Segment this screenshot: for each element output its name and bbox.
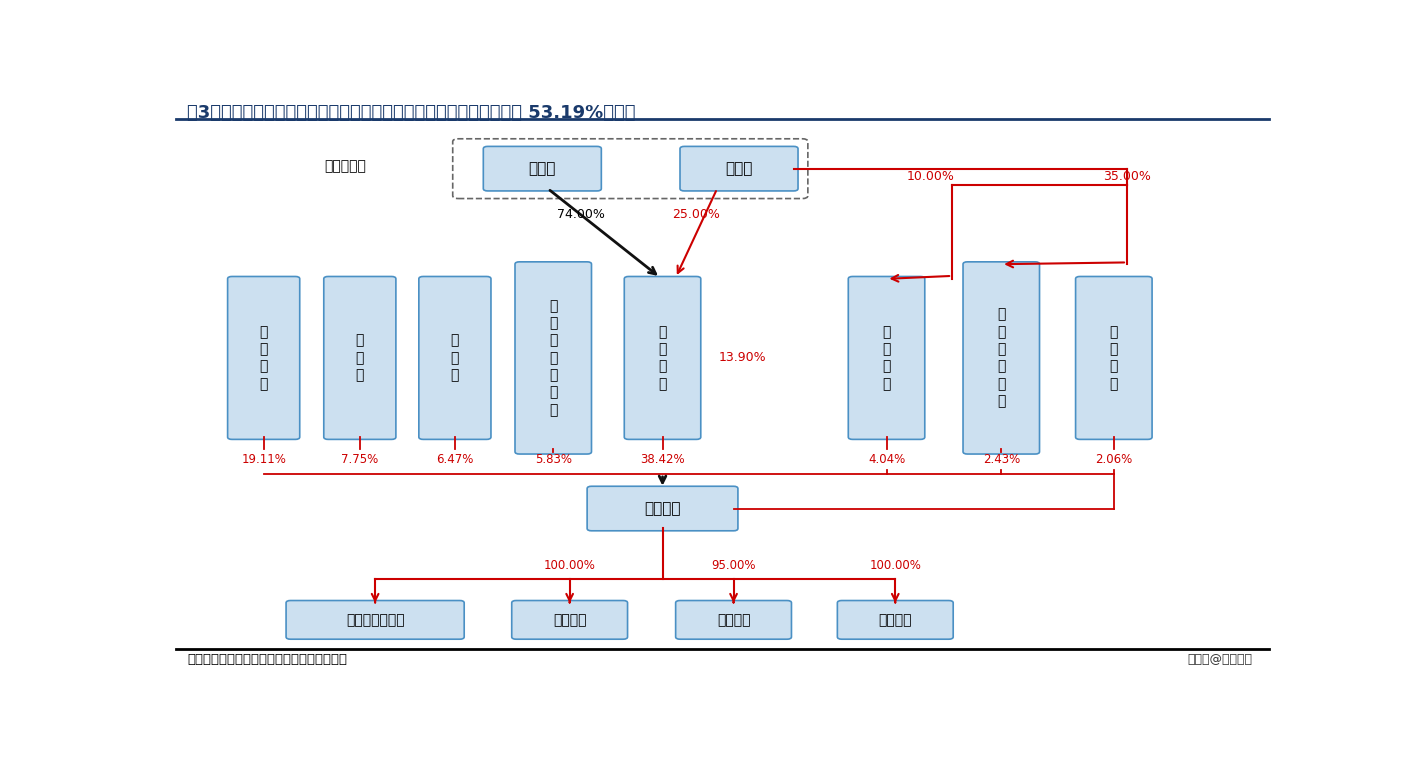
FancyBboxPatch shape bbox=[1076, 276, 1152, 439]
FancyBboxPatch shape bbox=[515, 262, 591, 454]
Text: 重庆科德: 重庆科德 bbox=[716, 613, 750, 627]
Text: 大
连
万
众
国
强: 大 连 万 众 国 强 bbox=[997, 307, 1005, 408]
FancyBboxPatch shape bbox=[849, 276, 925, 439]
Text: 重庆宏德: 重庆宏德 bbox=[553, 613, 587, 627]
Text: 10.00%: 10.00% bbox=[907, 170, 955, 183]
Text: 35.00%: 35.00% bbox=[1103, 170, 1151, 183]
Text: 于德海: 于德海 bbox=[529, 161, 556, 176]
Text: 13.90%: 13.90% bbox=[719, 352, 766, 365]
Text: 数据来源：公司招股说明书，东吴证券研究所: 数据来源：公司招股说明书，东吴证券研究所 bbox=[188, 653, 347, 666]
Text: 38.42%: 38.42% bbox=[640, 453, 685, 466]
FancyBboxPatch shape bbox=[675, 600, 791, 639]
Text: 实际控制人: 实际控制人 bbox=[324, 159, 367, 174]
FancyBboxPatch shape bbox=[625, 276, 701, 439]
FancyBboxPatch shape bbox=[512, 600, 627, 639]
Text: 7.75%: 7.75% bbox=[341, 453, 378, 466]
FancyBboxPatch shape bbox=[419, 276, 491, 439]
Text: 95.00%: 95.00% bbox=[711, 559, 756, 572]
FancyBboxPatch shape bbox=[587, 486, 737, 531]
Text: 国
投
基
金: 国 投 基 金 bbox=[259, 325, 268, 391]
FancyBboxPatch shape bbox=[838, 600, 953, 639]
Text: 图3：截至发行前，公司前两大股东于德海先生与于本宏先生合计持有 53.19%的股份: 图3：截至发行前，公司前两大股东于德海先生与于本宏先生合计持有 53.19%的股… bbox=[188, 104, 636, 123]
FancyBboxPatch shape bbox=[963, 262, 1039, 454]
Text: 科德沈阳分公司: 科德沈阳分公司 bbox=[345, 613, 405, 627]
Text: 大
连
亚
肯: 大 连 亚 肯 bbox=[883, 325, 891, 391]
Text: 谷
景
霖: 谷 景 霖 bbox=[451, 333, 460, 382]
Text: 尼
丰
咨
询: 尼 丰 咨 询 bbox=[1110, 325, 1118, 391]
Text: 2.06%: 2.06% bbox=[1096, 453, 1132, 466]
Text: 100.00%: 100.00% bbox=[870, 559, 921, 572]
Text: 19.11%: 19.11% bbox=[241, 453, 286, 466]
FancyBboxPatch shape bbox=[484, 146, 601, 191]
Text: 其
他
自
然
人
股
东: 其 他 自 然 人 股 东 bbox=[548, 299, 557, 417]
Text: 25.00%: 25.00% bbox=[673, 208, 721, 221]
Text: 6.47%: 6.47% bbox=[436, 453, 474, 466]
FancyBboxPatch shape bbox=[680, 146, 798, 191]
Text: 5.83%: 5.83% bbox=[534, 453, 571, 466]
Text: 科德数控: 科德数控 bbox=[644, 501, 681, 516]
Text: 陕西科德: 陕西科德 bbox=[878, 613, 912, 627]
Text: 一头条@远瞻智库: 一头条@远瞻智库 bbox=[1187, 653, 1252, 666]
Text: 100.00%: 100.00% bbox=[544, 559, 595, 572]
Text: 于本宏: 于本宏 bbox=[725, 161, 753, 176]
Text: 光
洋
科
技: 光 洋 科 技 bbox=[658, 325, 667, 391]
Text: 宋
梦
璐: 宋 梦 璐 bbox=[355, 333, 364, 382]
Text: 2.43%: 2.43% bbox=[983, 453, 1019, 466]
FancyBboxPatch shape bbox=[286, 600, 464, 639]
Text: 4.04%: 4.04% bbox=[869, 453, 905, 466]
FancyBboxPatch shape bbox=[324, 276, 396, 439]
FancyBboxPatch shape bbox=[227, 276, 300, 439]
Text: 74.00%: 74.00% bbox=[557, 208, 605, 221]
